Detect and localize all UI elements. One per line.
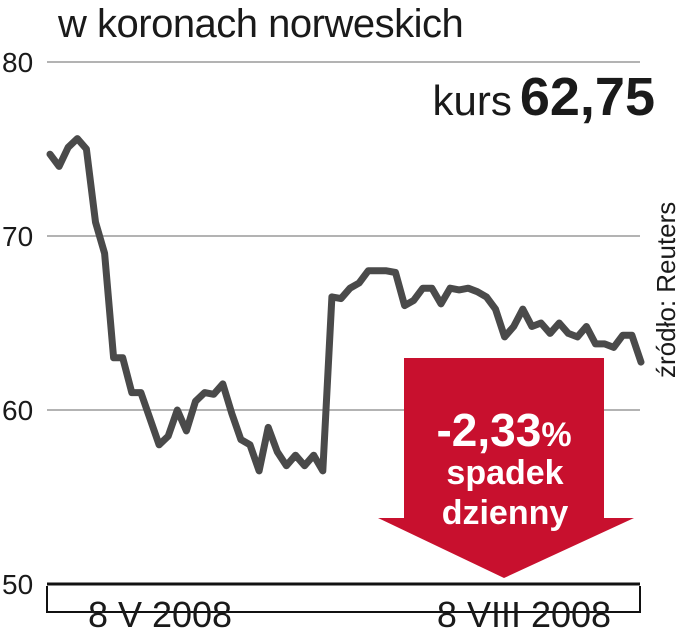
x-axis-bracket bbox=[46, 586, 641, 613]
exchange-rate-readout: kurs 62,75 bbox=[433, 66, 656, 128]
exchange-rate-value: 62,75 bbox=[519, 67, 655, 127]
y-axis-tick-labels: 80 70 60 50 bbox=[2, 47, 33, 600]
daily-change-value: -2,33% bbox=[436, 404, 571, 456]
x-axis bbox=[46, 582, 641, 613]
x-tick-label-2: 8 VIII 2008 bbox=[437, 594, 611, 635]
source-credit: źródło: Reuters bbox=[651, 201, 681, 378]
y-tick-label-60: 60 bbox=[2, 395, 33, 426]
x-tick-label-1: 8 V 2008 bbox=[88, 594, 232, 635]
exchange-rate-label: kurs bbox=[432, 77, 512, 124]
daily-change-badge: -2,33% spadek dzienny bbox=[378, 358, 634, 578]
y-tick-label-70: 70 bbox=[2, 221, 33, 252]
gridlines bbox=[47, 61, 640, 411]
y-tick-label-50: 50 bbox=[2, 569, 33, 600]
x-axis-tick-labels: 8 V 2008 8 VIII 2008 bbox=[88, 594, 611, 635]
chart-title: w koronach norweskich bbox=[58, 2, 464, 46]
daily-change-caption-line2: dzienny bbox=[442, 494, 569, 532]
y-tick-label-80: 80 bbox=[2, 47, 33, 78]
down-arrow-icon bbox=[378, 358, 634, 578]
exchange-rate-line bbox=[46, 135, 645, 475]
daily-change-caption-line1: spadek bbox=[446, 454, 563, 492]
